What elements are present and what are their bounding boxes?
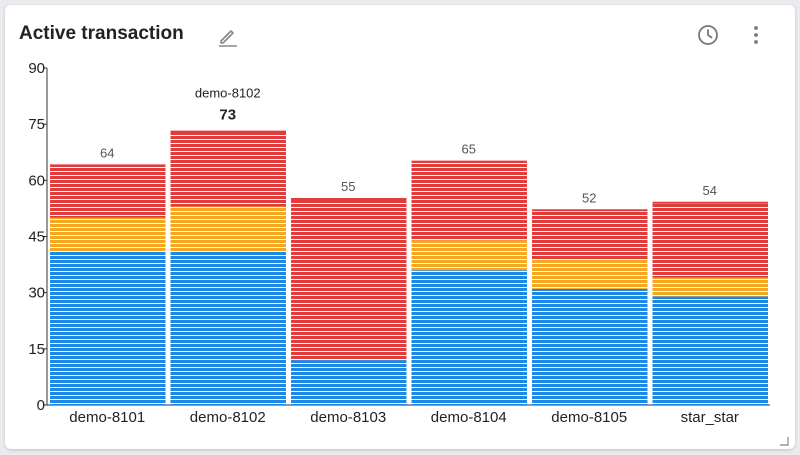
x-category-label: demo-8102 [190, 409, 266, 426]
x-category-label: star_star [681, 409, 739, 426]
bar-segment [532, 288, 648, 405]
bar-segment [652, 277, 768, 297]
bar-segment [411, 270, 527, 405]
bar-segment [50, 251, 166, 405]
bar-total-label: 52 [582, 190, 596, 205]
bar-segment [532, 258, 648, 289]
bar-segment [291, 199, 407, 361]
bar-segment [50, 165, 166, 218]
clock-icon[interactable] [695, 22, 721, 48]
bar-total-label: 65 [462, 142, 476, 157]
highlight-value-label: 73 [219, 107, 236, 124]
bar-total-label: 54 [703, 183, 717, 198]
y-tick-label: 60 [28, 172, 45, 189]
y-tick-label: 90 [28, 60, 45, 77]
y-tick-label: 75 [28, 116, 45, 133]
pencil-icon[interactable] [215, 23, 241, 49]
bar-total-label: 55 [341, 179, 355, 194]
y-tick-label: 0 [37, 397, 45, 414]
bar-segment [532, 210, 648, 259]
y-tick-label: 45 [28, 229, 45, 246]
bar-segment [50, 217, 166, 252]
resize-handle[interactable] [779, 433, 789, 446]
x-category-label: demo-8105 [551, 409, 627, 426]
bar-segment [411, 240, 527, 271]
y-tick-label: 30 [28, 285, 45, 302]
x-category-label: demo-8101 [69, 409, 145, 426]
bar-segment [170, 251, 286, 405]
more-vertical-icon[interactable] [745, 22, 767, 48]
widget-title: Active transaction [19, 23, 184, 44]
x-category-label: demo-8104 [431, 409, 507, 426]
bar-segment [652, 202, 768, 278]
bar-total-label: 64 [100, 145, 114, 160]
bar-segment [411, 161, 527, 241]
highlight-name-label: demo-8102 [195, 86, 261, 101]
y-tick-label: 15 [28, 341, 45, 358]
x-category-label: demo-8103 [310, 409, 386, 426]
bar-segment [291, 360, 407, 405]
bar-segment [652, 296, 768, 405]
bar-segment [170, 131, 286, 207]
bar-segment [170, 206, 286, 252]
